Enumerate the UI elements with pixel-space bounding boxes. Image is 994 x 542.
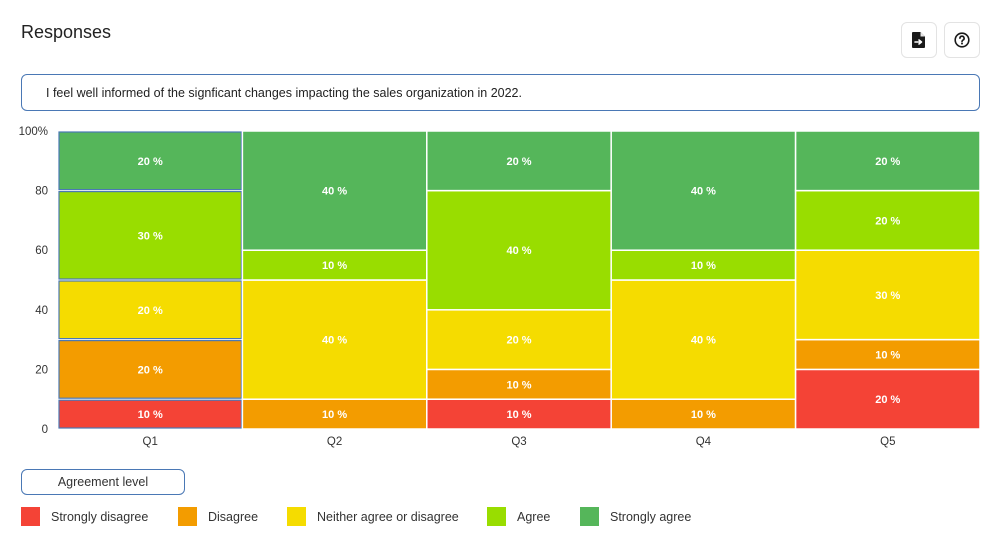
data-label: 20 % [506, 335, 531, 347]
legend-swatch [287, 507, 306, 526]
x-tick-label: Q1 [143, 436, 158, 448]
data-label: 30 % [875, 290, 900, 302]
data-label: 10 % [322, 260, 347, 272]
bar-segment [241, 279, 428, 400]
bar-segment [794, 189, 981, 251]
y-tick-label: 0 [42, 424, 48, 436]
data-label: 20 % [875, 156, 900, 168]
legend-item-disagree[interactable]: Disagree [178, 507, 258, 526]
data-label: 30 % [138, 230, 163, 242]
bar-segment [794, 130, 981, 192]
file-export-icon [912, 32, 925, 48]
bar-segment [426, 189, 612, 311]
bar-segment [426, 368, 612, 400]
data-label: 10 % [138, 409, 163, 421]
data-label: 10 % [506, 409, 531, 421]
legend-swatch [178, 507, 197, 526]
data-label: 40 % [506, 245, 531, 257]
legend-label: Strongly disagree [51, 509, 149, 524]
legend-label: Neither agree or disagree [317, 509, 459, 524]
legend-swatch [580, 507, 599, 526]
legend-label: Agree [517, 509, 551, 524]
bar-segment [241, 249, 428, 281]
legend-item-strongly-agree[interactable]: Strongly agree [580, 507, 691, 526]
export-button[interactable] [901, 22, 937, 58]
x-tick-label: Q5 [880, 436, 895, 448]
data-label: 20 % [875, 215, 900, 227]
legend-title: Agreement level [21, 469, 185, 495]
y-tick-label: 100% [19, 126, 48, 138]
data-label: 20 % [138, 305, 163, 317]
legend-item-strongly-disagree[interactable]: Strongly disagree [21, 507, 148, 526]
bar-segment [58, 340, 242, 399]
bar-segment [241, 130, 428, 251]
x-tick-label: Q3 [511, 436, 526, 448]
bar-segment [241, 398, 428, 430]
y-tick-label: 80 [35, 186, 48, 198]
bar-segment [58, 190, 242, 280]
data-label: 10 % [691, 409, 716, 421]
data-label: 20 % [875, 394, 900, 406]
legend-item-neutral[interactable]: Neither agree or disagree [287, 507, 459, 526]
bar-segment [794, 368, 981, 430]
legend-label: Disagree [208, 509, 259, 524]
data-label: 10 % [506, 379, 531, 391]
legend-swatch [21, 507, 40, 526]
data-label: 20 % [138, 156, 163, 168]
data-label: 10 % [875, 350, 900, 362]
data-label: 20 % [138, 364, 163, 376]
bar-segment [426, 309, 612, 371]
bar-segment [58, 280, 242, 340]
data-label: 40 % [691, 186, 716, 198]
page-title: Responses [21, 22, 112, 42]
x-tick-label: Q2 [327, 436, 342, 448]
data-label: 20 % [506, 156, 531, 168]
question-text: I feel well informed of the signficant c… [21, 74, 980, 111]
legend-item-agree[interactable]: Agree [487, 507, 550, 526]
legend-swatch [487, 507, 506, 526]
help-button[interactable] [944, 22, 980, 58]
data-label: 10 % [691, 260, 716, 272]
stacked-bar-chart: 0 20 40 60 80 100% 10 % 20 % 20 % 30 % 20 % Q1 10 % 4… [19, 126, 981, 448]
y-tick-label: 20 [35, 364, 48, 376]
bar-segment [58, 399, 242, 429]
bar-segment [610, 398, 797, 430]
legend-label: Strongly agree [610, 509, 692, 524]
y-tick-label: 60 [35, 245, 48, 257]
bar-segment [58, 131, 242, 191]
help-circle-icon [954, 32, 970, 48]
data-label: 10 % [322, 409, 347, 421]
y-tick-label: 40 [35, 305, 48, 317]
bar-segment [426, 398, 612, 430]
bar-segment [610, 130, 797, 251]
data-label: 40 % [322, 335, 347, 347]
data-label: 40 % [691, 335, 716, 347]
data-label: 40 % [322, 186, 347, 198]
x-tick-label: Q4 [696, 436, 712, 448]
bar-segment [426, 130, 612, 192]
